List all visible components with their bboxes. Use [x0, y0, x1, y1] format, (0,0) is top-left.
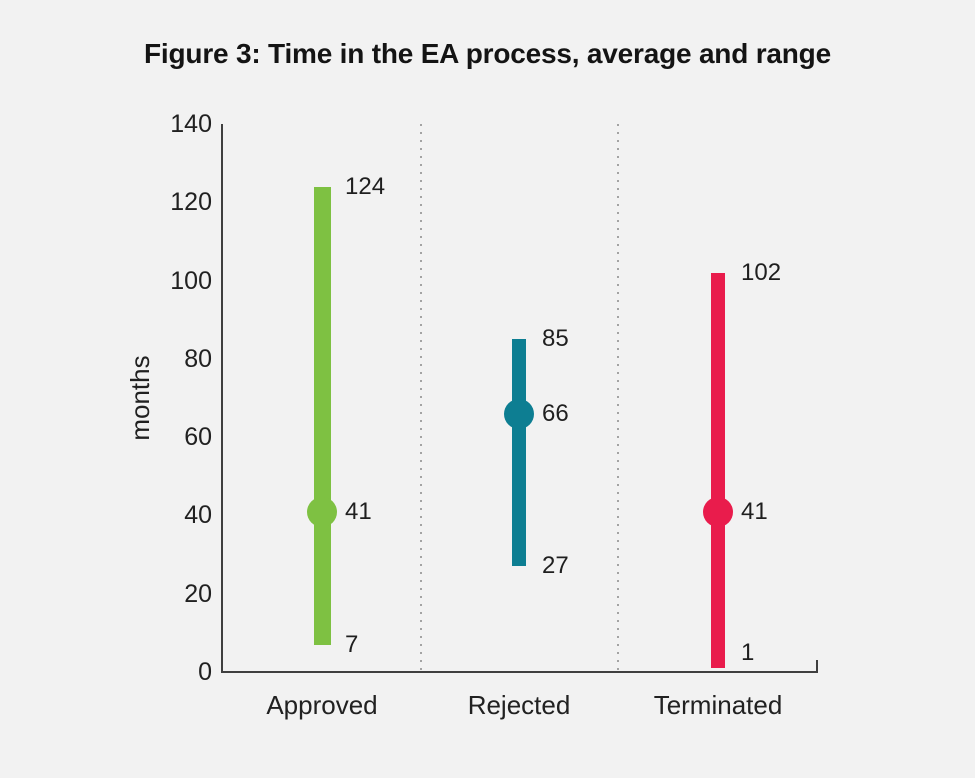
x-axis-line: [221, 671, 818, 673]
dotted-separator-line: [420, 124, 422, 671]
y-tick-label: 0: [198, 658, 212, 686]
category-label-rejected: Rejected: [467, 690, 571, 720]
terminated-avg-value-label: 41: [741, 497, 768, 525]
y-tick-label: 140: [170, 110, 212, 138]
y-tick-label: 20: [184, 579, 212, 608]
y-tick-label: 120: [170, 188, 212, 217]
approved-max-value-label: 124: [345, 172, 386, 200]
approved-avg-value-label: 41: [345, 497, 372, 525]
y-tick-label: 100: [170, 266, 212, 295]
y-tick-label: 60: [184, 423, 212, 452]
y-tick-label: 40: [184, 501, 212, 530]
chart-title: Figure 3: Time in the EA process, averag…: [144, 38, 831, 69]
y-axis-line: [221, 124, 223, 673]
x-axis-end-tick: [816, 660, 818, 671]
average-dot-terminated: [703, 496, 733, 527]
approved-min-value-label: 7: [345, 630, 359, 658]
rejected-min-value-label: 27: [542, 552, 569, 580]
dotted-separator-line: [617, 124, 619, 671]
range-bar-approved: [313, 186, 331, 645]
rejected-avg-value-label: 66: [542, 399, 569, 427]
rejected-max-value-label: 85: [542, 325, 569, 353]
category-label-terminated: Terminated: [653, 690, 783, 720]
range-bar-terminated: [711, 272, 725, 669]
terminated-min-value-label: 1: [741, 639, 755, 666]
category-label-approved: Approved: [266, 690, 378, 720]
y-tick-label: 80: [184, 344, 212, 373]
range-bar-rejected: [512, 339, 526, 567]
average-dot-rejected: [504, 398, 534, 429]
average-dot-approved: [307, 496, 337, 527]
terminated-max-value-label: 102: [741, 258, 782, 286]
